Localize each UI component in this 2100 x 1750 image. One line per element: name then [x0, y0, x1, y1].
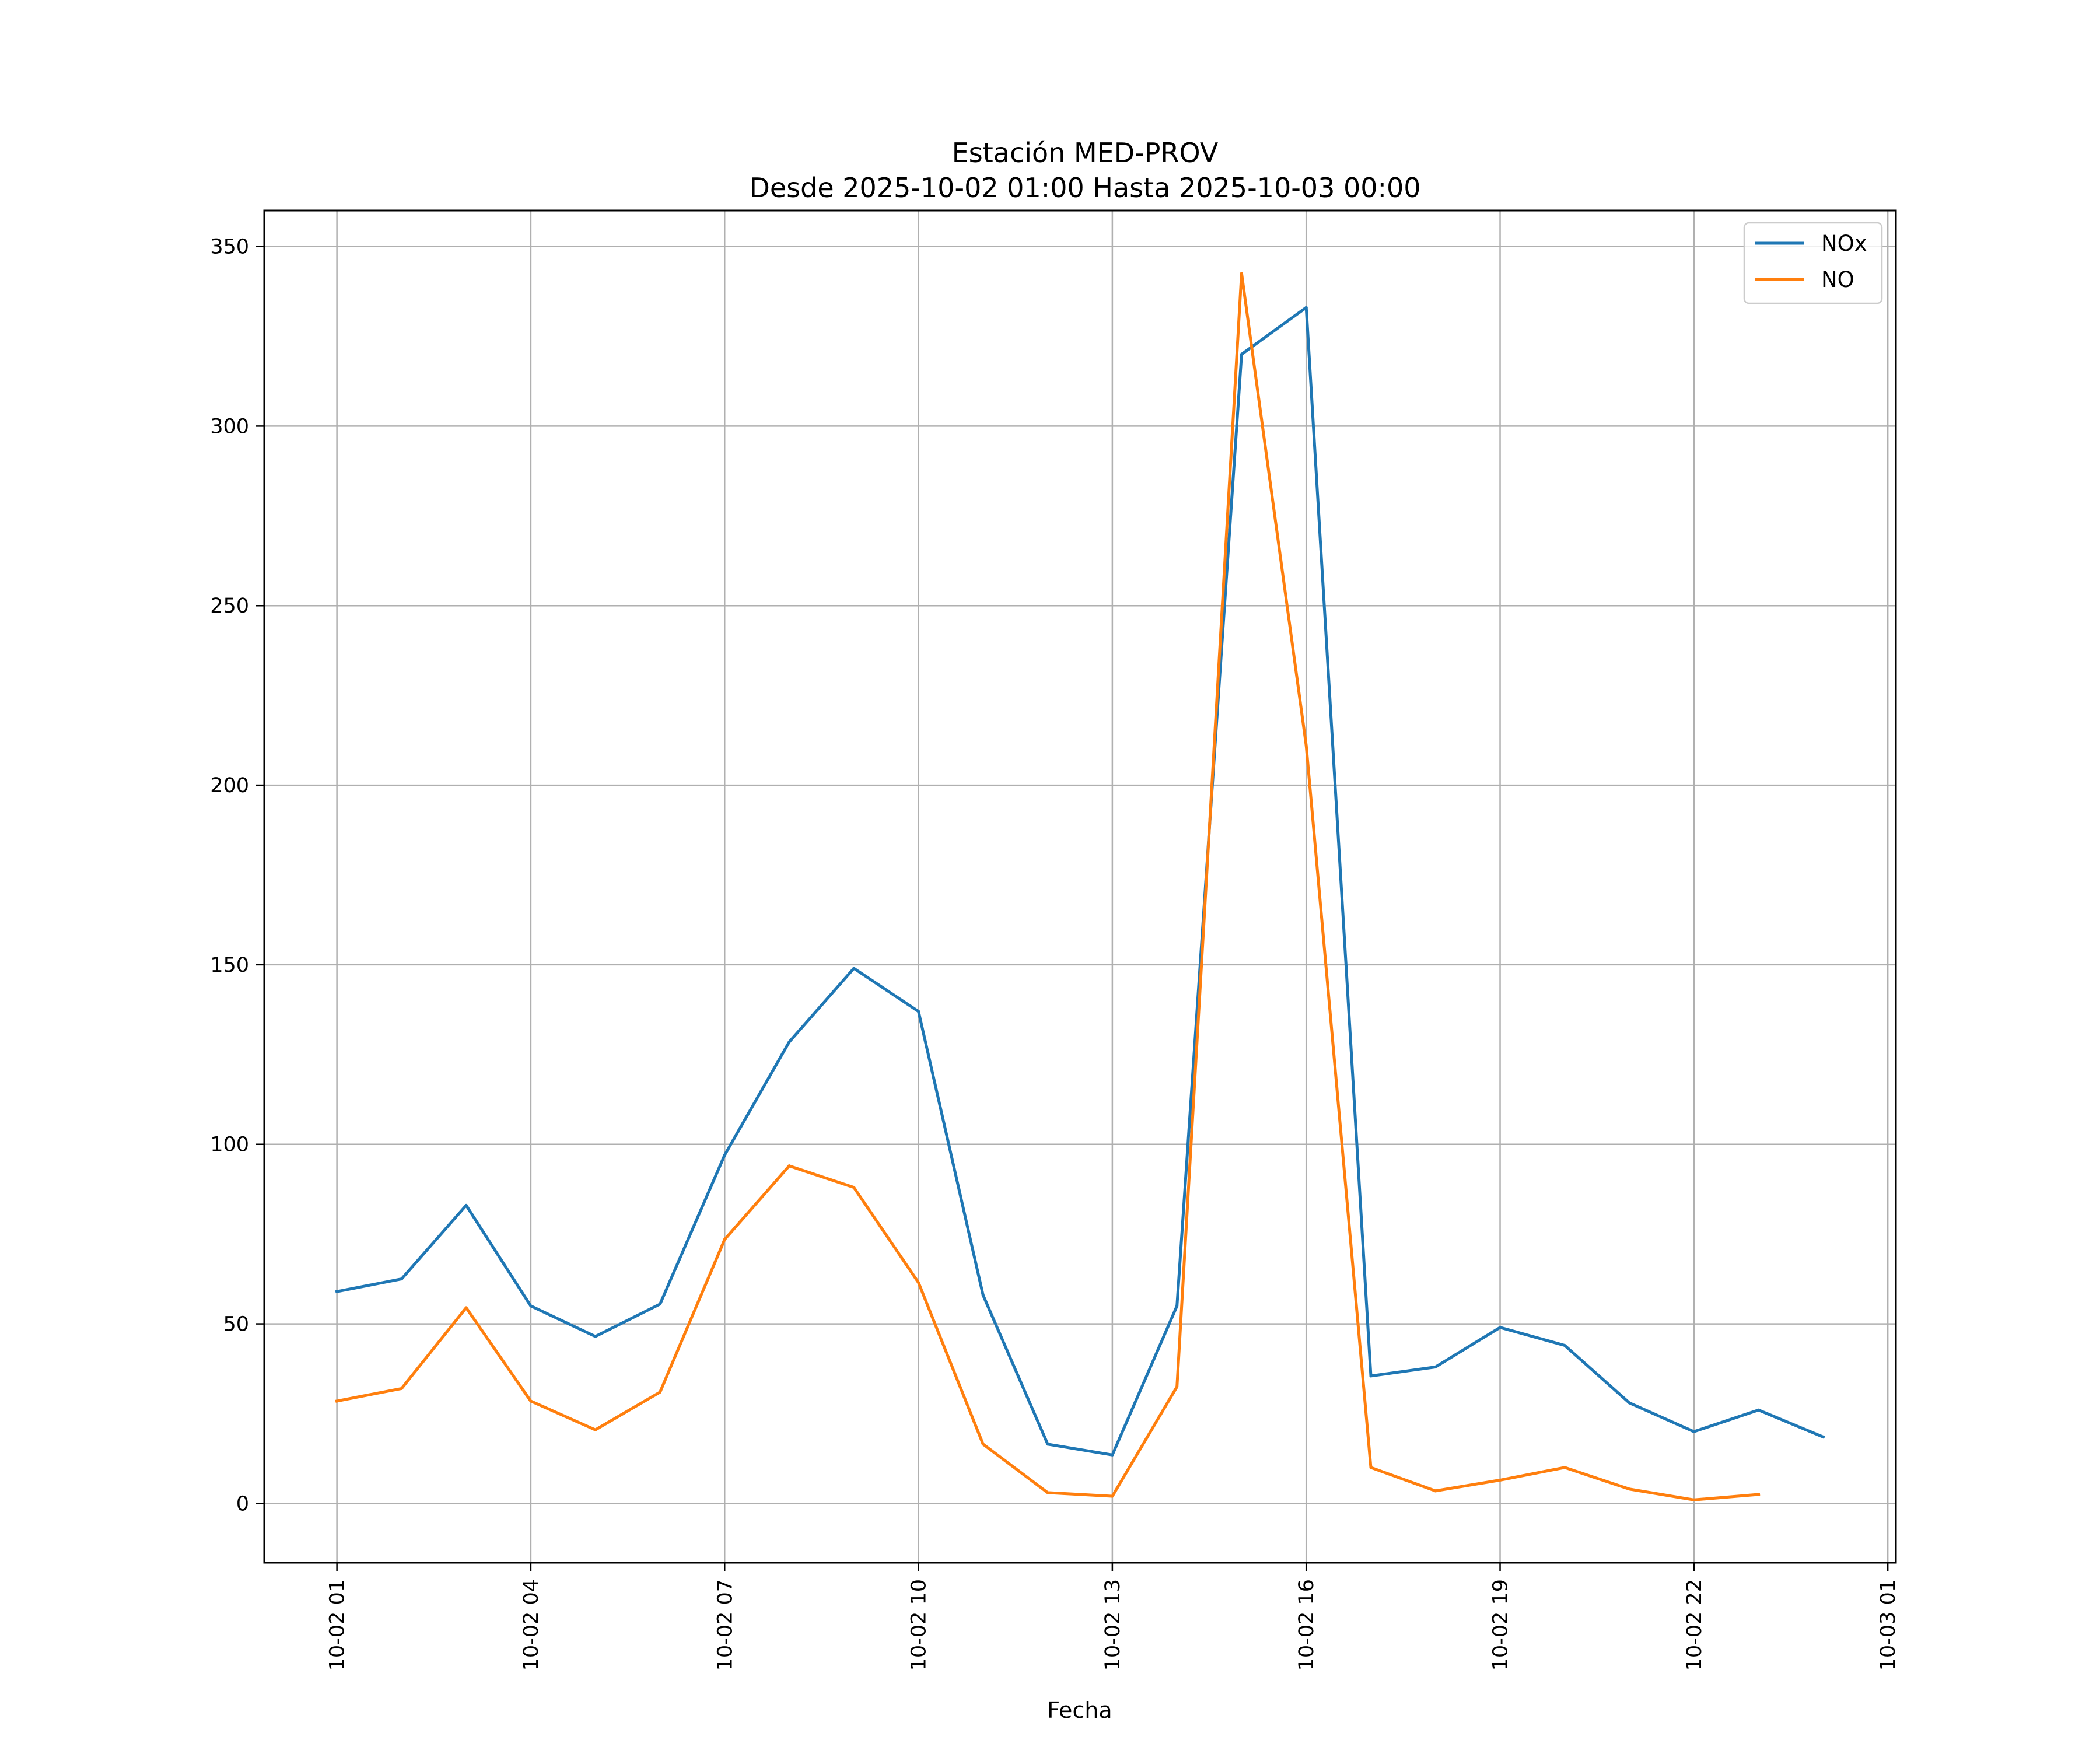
data-point-nox	[1304, 306, 1308, 309]
y-tick-label: 300	[210, 415, 249, 438]
data-point-no	[1369, 1466, 1373, 1469]
data-point-nox	[1046, 1443, 1049, 1446]
data-point-no	[335, 1399, 339, 1403]
data-point-nox	[529, 1304, 533, 1308]
data-point-no	[1434, 1489, 1437, 1493]
data-point-no	[1304, 744, 1308, 747]
legend-label-nox: NOx	[1821, 231, 1867, 256]
data-point-nox	[400, 1278, 403, 1281]
axes: 0 50 100 150 200 250 300 350 10-02 01 10-02 04 10-…	[210, 236, 1900, 1671]
x-tick-label: 10-02 16	[1295, 1579, 1318, 1671]
x-tick-label: 10-02 04	[520, 1579, 543, 1671]
data-point-nox	[788, 1040, 791, 1044]
chart-subtitle: Desde 2025-10-02 01:00 Hasta 2025-10-03 …	[749, 172, 1420, 204]
x-tick-label: 10-02 10	[908, 1579, 931, 1671]
grid	[264, 211, 1896, 1563]
plot-frame	[263, 209, 1897, 1564]
data-point-nox	[1111, 1453, 1114, 1457]
series-layer	[335, 272, 1825, 1502]
data-point-nox	[1628, 1401, 1631, 1405]
data-point-no	[1499, 1478, 1502, 1482]
data-point-nox	[852, 967, 856, 970]
series-line-nox	[335, 306, 1825, 1457]
y-tick-label: 150	[210, 954, 249, 977]
data-point-nox	[1240, 352, 1243, 356]
x-tick-label: 10-02 07	[713, 1579, 737, 1671]
chart-title: Estación MED-PROV	[952, 137, 1219, 169]
data-point-no	[464, 1306, 468, 1310]
data-point-no	[594, 1428, 597, 1432]
y-tick-label: 0	[236, 1492, 249, 1516]
data-point-nox	[1821, 1436, 1825, 1439]
y-tick-label: 350	[210, 236, 249, 259]
data-point-no	[1563, 1466, 1566, 1469]
x-axis-label: Fecha	[1047, 1698, 1112, 1723]
data-point-no	[658, 1391, 662, 1394]
y-tick-label: 100	[210, 1133, 249, 1157]
data-point-no	[1111, 1494, 1114, 1498]
data-point-no	[723, 1238, 726, 1241]
x-tick-label: 10-02 22	[1683, 1579, 1706, 1671]
data-point-no	[529, 1399, 533, 1403]
data-point-nox	[1563, 1344, 1566, 1348]
data-point-nox	[981, 1293, 985, 1297]
data-point-nox	[464, 1203, 468, 1207]
data-point-no	[1757, 1493, 1760, 1496]
x-tick-label: 10-03 01	[1877, 1579, 1900, 1671]
data-point-nox	[1175, 1304, 1179, 1308]
y-tick-label: 50	[223, 1313, 249, 1336]
data-point-nox	[917, 1010, 921, 1013]
data-point-no	[400, 1387, 403, 1390]
x-tick-label: 10-02 13	[1101, 1579, 1125, 1671]
data-point-no	[917, 1281, 921, 1284]
data-point-nox	[1369, 1374, 1373, 1378]
data-point-nox	[1434, 1365, 1437, 1368]
data-point-no	[1628, 1488, 1631, 1491]
y-tick-label: 200	[210, 774, 249, 797]
data-point-no	[1692, 1498, 1696, 1502]
data-point-no	[1240, 272, 1243, 275]
data-point-nox	[1499, 1326, 1502, 1329]
data-point-nox	[1692, 1430, 1696, 1433]
data-point-no	[1175, 1385, 1179, 1388]
data-point-no	[981, 1443, 985, 1446]
x-tick-label: 10-02 19	[1489, 1579, 1513, 1671]
data-point-no	[852, 1186, 856, 1189]
data-point-nox	[1757, 1408, 1760, 1412]
data-point-nox	[594, 1335, 597, 1338]
data-point-nox	[723, 1153, 726, 1157]
data-point-no	[1046, 1491, 1049, 1494]
data-point-nox	[658, 1303, 662, 1306]
y-tick-label: 250	[210, 594, 249, 618]
data-point-nox	[335, 1290, 339, 1293]
data-point-no	[788, 1164, 791, 1168]
legend-label-no: NO	[1821, 267, 1854, 292]
legend: NOx NO	[1743, 222, 1883, 304]
x-tick-label: 10-02 01	[326, 1579, 349, 1671]
